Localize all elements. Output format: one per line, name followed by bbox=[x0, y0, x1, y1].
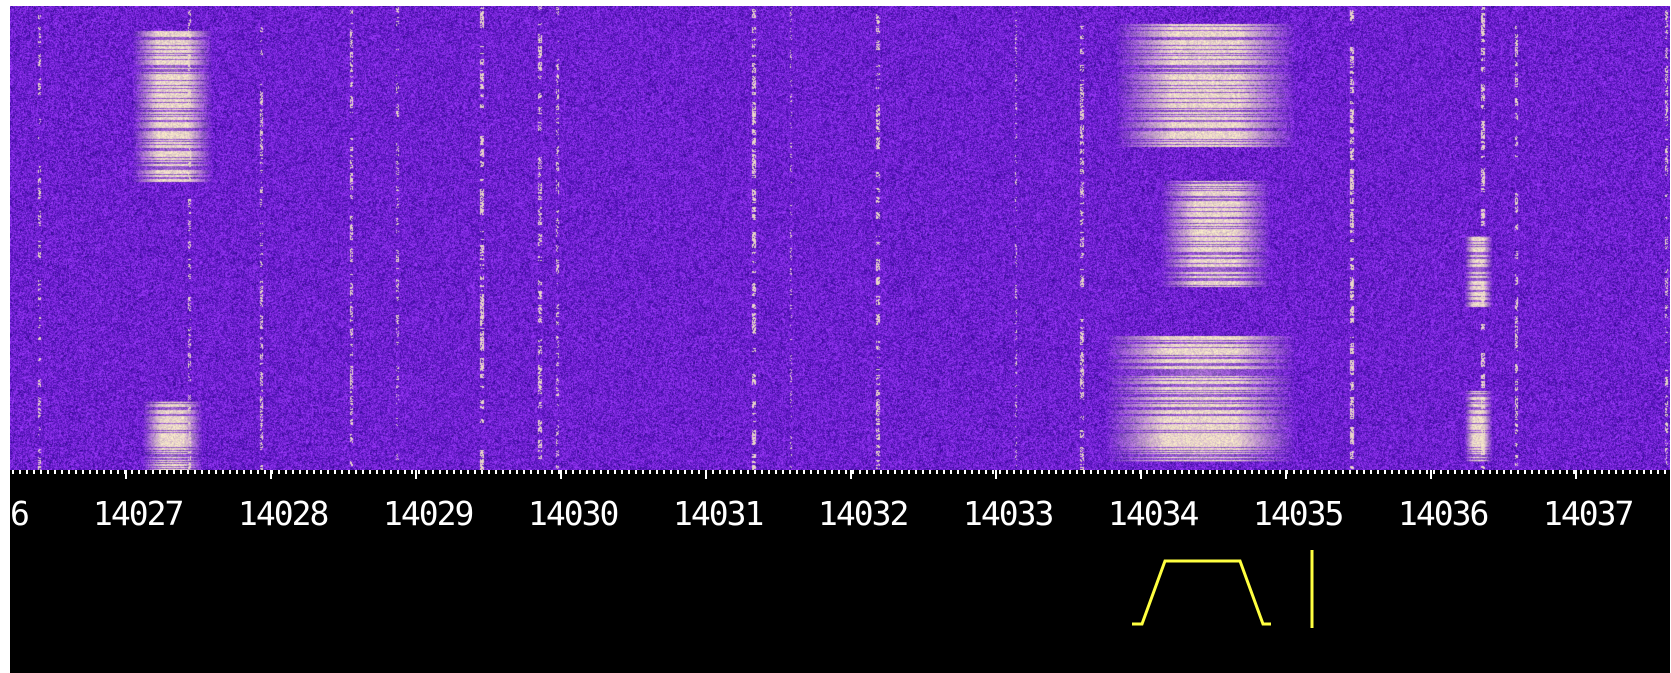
freq-label-14031: 14031 bbox=[673, 494, 762, 533]
freq-label-partial: 6 bbox=[10, 494, 28, 533]
filter-passband-display[interactable] bbox=[10, 540, 1670, 673]
waterfall-display[interactable] bbox=[10, 6, 1670, 470]
freq-label-14032: 14032 bbox=[818, 494, 907, 533]
freq-label-14036: 14036 bbox=[1398, 494, 1487, 533]
freq-label-14028: 14028 bbox=[238, 494, 327, 533]
freq-label-14035: 14035 bbox=[1253, 494, 1342, 533]
frequency-scale[interactable]: 6 14027 14028 14029 14030 14031 14032 14… bbox=[10, 470, 1670, 540]
freq-label-14029: 14029 bbox=[383, 494, 472, 533]
freq-label-14030: 14030 bbox=[528, 494, 617, 533]
freq-label-14037: 14037 bbox=[1543, 494, 1632, 533]
filter-passband-shape[interactable] bbox=[1132, 559, 1271, 626]
scale-ticks bbox=[12, 470, 1666, 479]
spectrum-display: 6 14027 14028 14029 14030 14031 14032 14… bbox=[10, 6, 1670, 673]
freq-label-14034: 14034 bbox=[1108, 494, 1198, 533]
freq-label-14033: 14033 bbox=[963, 494, 1052, 533]
freq-label-14027: 14027 bbox=[93, 494, 182, 533]
